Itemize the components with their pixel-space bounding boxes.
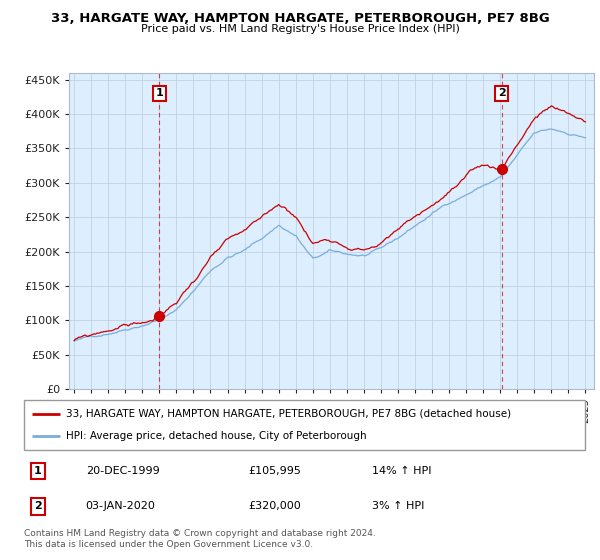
- Text: 14% ↑ HPI: 14% ↑ HPI: [372, 466, 431, 476]
- Text: 3% ↑ HPI: 3% ↑ HPI: [372, 501, 424, 511]
- Text: £105,995: £105,995: [248, 466, 301, 476]
- Text: 33, HARGATE WAY, HAMPTON HARGATE, PETERBOROUGH, PE7 8BG (detached house): 33, HARGATE WAY, HAMPTON HARGATE, PETERB…: [66, 409, 511, 419]
- Text: 20-DEC-1999: 20-DEC-1999: [86, 466, 160, 476]
- Text: HPI: Average price, detached house, City of Peterborough: HPI: Average price, detached house, City…: [66, 431, 367, 441]
- Text: 03-JAN-2020: 03-JAN-2020: [86, 501, 155, 511]
- Text: 1: 1: [34, 466, 42, 476]
- Text: 2: 2: [498, 88, 505, 99]
- Text: 2: 2: [34, 501, 42, 511]
- Text: Price paid vs. HM Land Registry's House Price Index (HPI): Price paid vs. HM Land Registry's House …: [140, 24, 460, 34]
- Text: 33, HARGATE WAY, HAMPTON HARGATE, PETERBOROUGH, PE7 8BG: 33, HARGATE WAY, HAMPTON HARGATE, PETERB…: [50, 12, 550, 25]
- Text: Contains HM Land Registry data © Crown copyright and database right 2024.
This d: Contains HM Land Registry data © Crown c…: [24, 529, 376, 549]
- Text: 1: 1: [155, 88, 163, 99]
- Text: £320,000: £320,000: [248, 501, 301, 511]
